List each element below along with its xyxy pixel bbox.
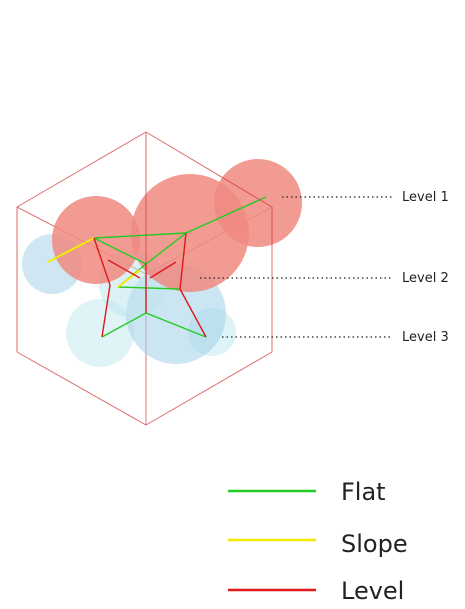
level-3-label: Level 3	[402, 330, 449, 345]
legend-label-slope: Slope	[341, 530, 408, 558]
legend-item-slope: Slope	[228, 530, 408, 558]
level-1-label: Level 1	[402, 190, 449, 205]
spheres	[22, 159, 302, 367]
legend-label-level: Level	[341, 577, 404, 605]
legend-item-flat: Flat	[228, 478, 386, 506]
legend-label-flat: Flat	[341, 478, 386, 506]
level-labels: Level 1 Level 2 Level 3	[402, 190, 449, 345]
legend-item-level: Level	[228, 577, 404, 605]
sphere-warm	[214, 159, 302, 247]
level-2-label: Level 2	[402, 271, 449, 286]
legend: Flat Slope Level	[228, 478, 408, 605]
